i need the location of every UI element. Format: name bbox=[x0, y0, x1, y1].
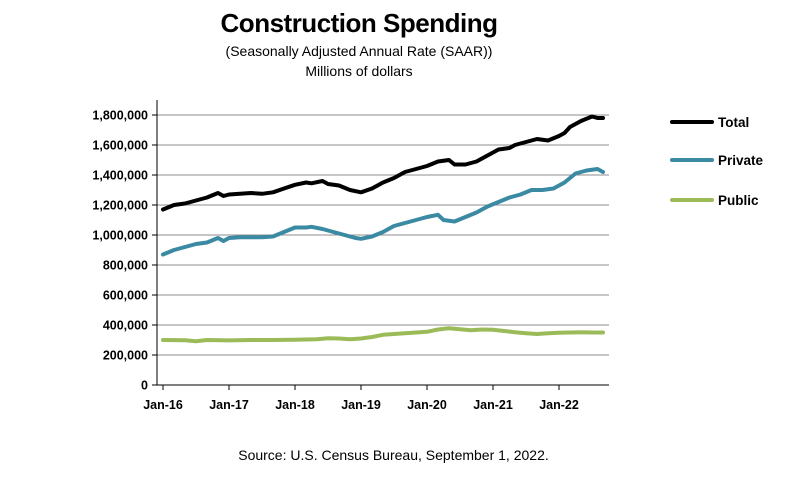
y-tick-label: 1,000,000 bbox=[92, 229, 148, 243]
series-line-private bbox=[161, 167, 605, 257]
y-tick-label: 1,800,000 bbox=[92, 109, 148, 123]
legend-label-private: Private bbox=[718, 153, 764, 168]
y-tick-label: 800,000 bbox=[103, 259, 148, 273]
legend-label-public: Public bbox=[718, 193, 759, 208]
y-tick-label: 0 bbox=[141, 379, 148, 393]
x-tick-label: Jan-19 bbox=[341, 398, 381, 412]
chart-units-label: Millions of dollars bbox=[305, 63, 413, 79]
x-tick-label: Jan-18 bbox=[275, 398, 315, 412]
y-tick-label: 1,200,000 bbox=[92, 199, 148, 213]
y-tick-label: 200,000 bbox=[103, 349, 148, 363]
series-line-total bbox=[161, 114, 605, 212]
y-tick-label: 400,000 bbox=[103, 319, 148, 333]
x-tick-label: Jan-17 bbox=[209, 398, 249, 412]
y-tick-label: 1,600,000 bbox=[92, 139, 148, 153]
x-tick-label: Jan-16 bbox=[143, 398, 183, 412]
y-tick-label: 1,400,000 bbox=[92, 169, 148, 183]
y-tick-label: 600,000 bbox=[103, 289, 148, 303]
series-line-public bbox=[161, 326, 605, 344]
chart-source-note: Source: U.S. Census Bureau, September 1,… bbox=[238, 447, 549, 463]
x-tick-label: Jan-20 bbox=[407, 398, 447, 412]
chart-subtitle: (Seasonally Adjusted Annual Rate (SAAR)) bbox=[225, 43, 493, 59]
x-tick-label: Jan-21 bbox=[473, 398, 513, 412]
chart-title: Construction Spending bbox=[220, 8, 498, 38]
legend-label-total: Total bbox=[718, 115, 749, 130]
x-tick-label: Jan-22 bbox=[539, 398, 579, 412]
